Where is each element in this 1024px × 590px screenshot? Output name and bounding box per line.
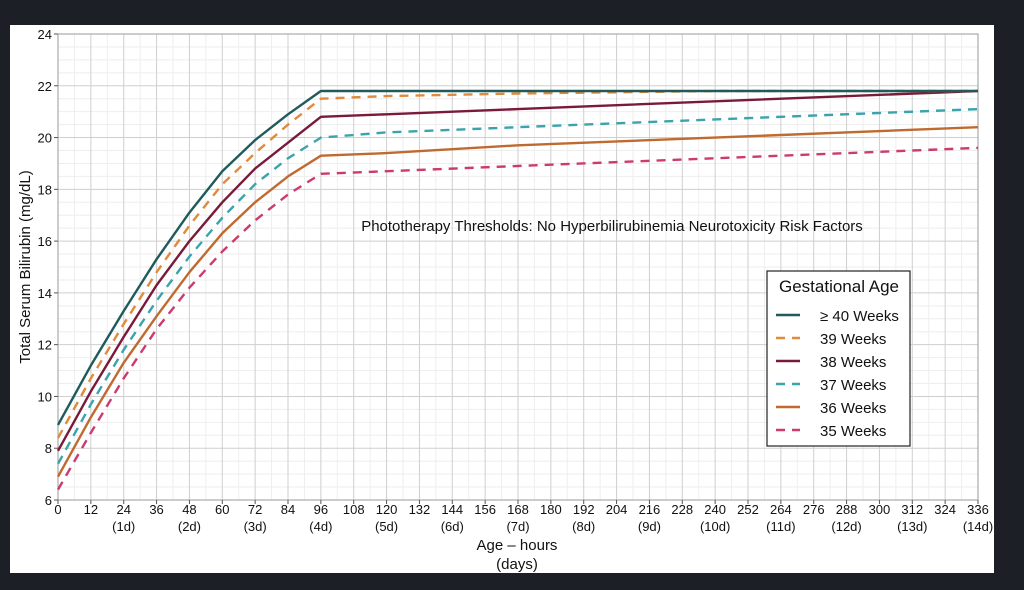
legend-title: Gestational Age	[779, 277, 899, 296]
series-lines	[56, 89, 979, 491]
legend-box	[766, 270, 911, 447]
x-tick-label: 288	[836, 502, 858, 517]
series-line	[56, 89, 978, 426]
x-tick-label: 336	[967, 502, 989, 517]
x-day-label: (10d)	[700, 519, 730, 534]
y-tick-label: 12	[38, 338, 52, 353]
x-tick-label: 252	[737, 502, 759, 517]
x-day-label: (12d)	[831, 519, 861, 534]
x-axis-label: Age – hours	[477, 537, 558, 554]
legend-label: 38 Weeks	[820, 354, 886, 371]
y-tick-label: 6	[45, 493, 52, 508]
x-tick-label: 60	[215, 502, 229, 517]
y-tick-label: 18	[38, 182, 52, 197]
y-tick-label: 14	[38, 286, 52, 301]
y-tick-label: 10	[38, 389, 52, 404]
x-tick-label: 300	[869, 502, 891, 517]
x-day-label: (13d)	[897, 519, 927, 534]
x-axis-sublabel: (days)	[496, 556, 538, 573]
x-tick-label: 120	[376, 502, 398, 517]
x-day-label: (9d)	[638, 519, 661, 534]
y-tick-label: 8	[45, 441, 52, 456]
x-day-label: (4d)	[309, 519, 332, 534]
x-day-label: (3d)	[244, 519, 267, 534]
x-tick-label: 168	[507, 502, 529, 517]
x-tick-label: 324	[934, 502, 956, 517]
x-tick-label: 72	[248, 502, 262, 517]
x-tick-label: 48	[182, 502, 196, 517]
chart-title: Phototherapy Thresholds: No Hyperbilirub…	[361, 218, 863, 235]
x-tick-label: 36	[149, 502, 163, 517]
x-tick-label: 108	[343, 502, 365, 517]
y-axis-label: Total Serum Bilirubin (mg/dL)	[17, 170, 34, 363]
x-tick-label: 84	[281, 502, 295, 517]
y-axis-ticks: 6 8 10 12 14 16 18 20 22 24	[38, 27, 58, 508]
x-day-label: (6d)	[441, 519, 464, 534]
x-tick-label: 264	[770, 502, 792, 517]
series-line	[56, 146, 979, 491]
x-tick-label: 96	[314, 502, 328, 517]
series-line	[56, 107, 979, 465]
x-day-label: (5d)	[375, 519, 398, 534]
y-tick-label: 20	[38, 131, 52, 146]
series-line	[56, 89, 979, 452]
x-tick-label: 132	[409, 502, 431, 517]
x-day-label: (7d)	[506, 519, 529, 534]
series-line	[56, 89, 978, 439]
y-tick-label: 24	[38, 27, 52, 42]
x-day-label: (11d)	[766, 519, 795, 534]
x-day-label: (8d)	[572, 519, 595, 534]
x-tick-label: 12	[84, 502, 98, 517]
x-tick-label: 180	[540, 502, 562, 517]
x-tick-label: 192	[573, 502, 595, 517]
x-day-label: (2d)	[178, 519, 201, 534]
x-tick-label: 276	[803, 502, 825, 517]
x-day-label: (14d)	[963, 519, 993, 534]
series-line	[56, 126, 979, 478]
x-day-label: (1d)	[112, 519, 135, 534]
legend-label: ≥ 40 Weeks	[820, 308, 899, 325]
x-tick-label: 156	[474, 502, 496, 517]
x-tick-label: 216	[639, 502, 661, 517]
x-tick-label: 24	[116, 502, 130, 517]
legend-label: 36 Weeks	[820, 400, 886, 417]
x-tick-label: 312	[901, 502, 923, 517]
x-tick-label: 144	[441, 502, 463, 517]
legend: Gestational Age ≥ 40 Weeks 39 Weeks 38 Wee…	[766, 270, 911, 447]
legend-label: 37 Weeks	[820, 377, 886, 394]
y-tick-label: 16	[38, 234, 52, 249]
legend-label: 39 Weeks	[820, 331, 886, 348]
legend-items: ≥ 40 Weeks 39 Weeks 38 Weeks 37 Weeks 36 Wee…	[776, 308, 899, 440]
x-tick-label: 240	[704, 502, 726, 517]
x-tick-label: 0	[54, 502, 61, 517]
legend-label: 35 Weeks	[820, 423, 886, 440]
x-axis-ticks: 0 12 24 36 48 60 72 84 96 108 120 132 144 156 168 180 19…	[54, 500, 993, 534]
x-tick-label: 204	[606, 502, 628, 517]
y-tick-label: 22	[38, 79, 52, 94]
x-tick-label: 228	[671, 502, 693, 517]
